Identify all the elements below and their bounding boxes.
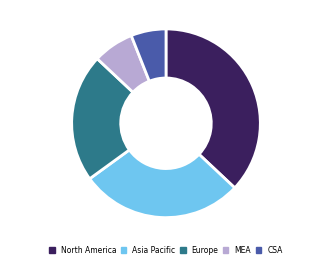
Wedge shape (90, 150, 235, 218)
Legend: North America, Asia Pacific, Europe, MEA, CSA: North America, Asia Pacific, Europe, MEA… (48, 244, 284, 256)
Wedge shape (166, 29, 260, 188)
Wedge shape (72, 59, 133, 179)
Wedge shape (97, 36, 149, 92)
Wedge shape (131, 29, 166, 81)
